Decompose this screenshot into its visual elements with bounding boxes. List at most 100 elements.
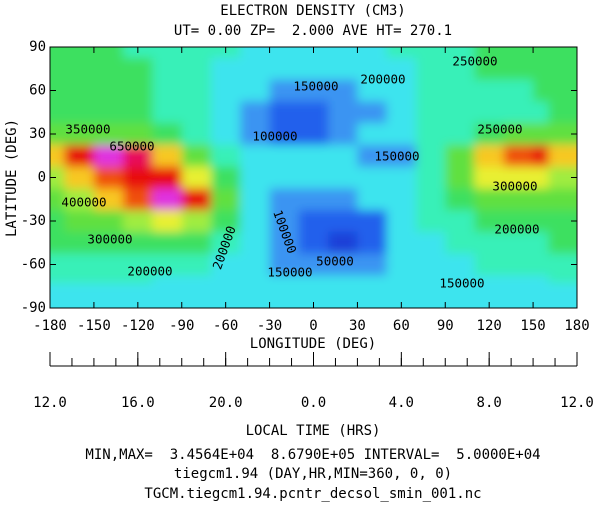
field-cell [298,166,329,189]
field-cell [152,188,183,211]
field-cell [357,210,388,233]
field-cell [357,166,388,189]
field-cell [298,123,329,146]
contour-label: 50000 [316,254,354,269]
field-cell [298,210,329,233]
field-cell [415,210,446,233]
field-cell [152,210,183,233]
field-cell [328,101,358,124]
field-cell [152,123,183,146]
field-cell [123,210,153,233]
field-cell [298,79,329,102]
field-cell [328,79,358,102]
x2-tick-label: 16.0 [121,395,155,411]
field-cell [269,79,300,102]
field-cell [415,166,446,189]
contour-label: 250000 [477,122,522,137]
y-axis-label: LATITUDE (DEG) [4,119,20,237]
footer-line: MIN,MAX= 3.4564E+04 8.6790E+05 INTERVAL=… [85,447,540,463]
field-cell [64,166,95,189]
x-tick-label: 90 [437,318,454,334]
field [50,47,577,308]
field-cell [415,253,446,276]
x-tick-label: -150 [77,318,111,334]
x-tick-label: 120 [477,318,502,334]
field-cell [93,253,124,276]
field-cell [503,57,534,81]
field-cell [503,101,534,124]
field-cell [386,79,417,102]
field-cell [269,188,300,211]
field-cell [64,231,95,255]
contour-label: 300000 [87,232,132,247]
field-cell [181,57,212,81]
contour-label: 300000 [492,179,537,194]
field-cell [123,231,153,255]
field-cell [240,144,271,168]
field-cell [445,283,476,308]
field-cell [240,283,271,308]
field-cell [415,101,446,124]
field-cell [548,144,577,168]
field-cell [123,123,153,146]
field-cell [474,188,505,211]
field-cell [269,144,300,168]
field-cell [474,166,505,189]
field-cell [64,57,95,81]
field-cell [240,210,271,233]
field-cell [93,144,124,168]
field-cell [240,231,271,255]
field-cell [181,166,212,189]
contour-label: 250000 [452,54,497,69]
field-cell [548,123,577,146]
field-cell [386,144,417,168]
field-cell [474,231,505,255]
field-cell [181,144,212,168]
field-cell [503,210,534,233]
field-cell [328,231,358,255]
field-cell [503,283,534,308]
field-cell [445,231,476,255]
field-cell [240,79,271,102]
field-cell [152,166,183,189]
field-cell [445,253,476,276]
y-tick-label: -90 [21,300,46,316]
field-cell [474,144,505,168]
field-cell [211,79,241,102]
field-cell [445,123,476,146]
field-cell [357,253,388,276]
field-cells [50,47,577,308]
field-cell [298,231,329,255]
field-cell [211,231,241,255]
contour-label: 400000 [61,195,106,210]
field-cell [64,144,95,168]
field-cell [298,144,329,168]
field-cell [181,123,212,146]
contour-label: 200000 [127,264,172,279]
field-cell [298,253,329,276]
field-cell [93,188,124,211]
field-cell [357,188,388,211]
x2-axis-label: LOCAL TIME (HRS) [246,423,381,439]
field-cell [64,283,95,308]
field-cell [328,57,358,81]
x-tick-label: -180 [33,318,67,334]
field-cell [211,166,241,189]
field-cell [211,188,241,211]
field-cell [93,123,124,146]
field-cell [93,231,124,255]
field-cell [298,101,329,124]
field-cell [64,79,95,102]
field-cell [211,253,241,276]
field-cell [357,144,388,168]
y-tick-label: 90 [29,39,46,55]
field-cell [181,188,212,211]
field-cell [240,101,271,124]
field-cell [357,231,388,255]
field-cell [211,144,241,168]
field-cell [240,123,271,146]
field-cell [445,166,476,189]
field-cell [357,123,388,146]
field-cell [269,166,300,189]
x-tick-label: -90 [169,318,194,334]
